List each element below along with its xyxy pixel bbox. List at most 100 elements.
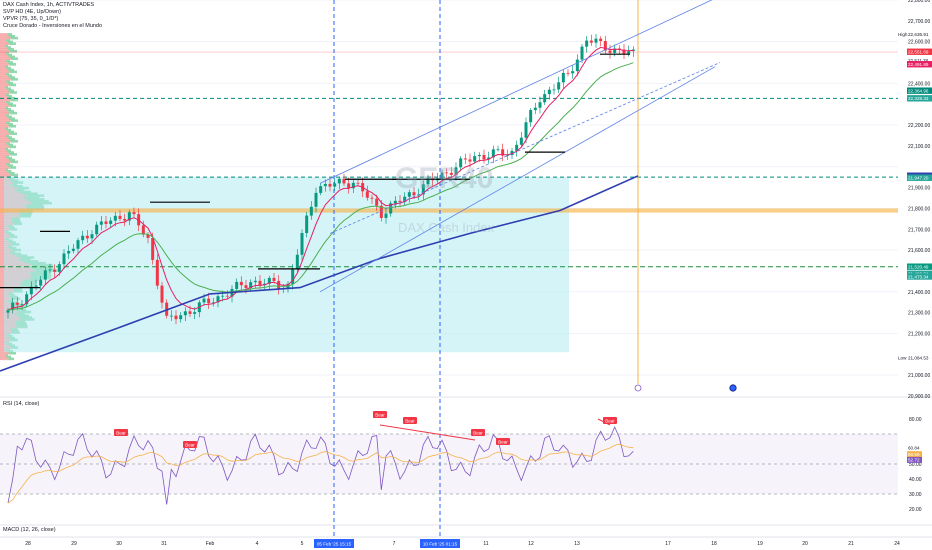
profile-bar-down [0,149,7,152]
candle-body [459,158,463,168]
candle-body [291,269,295,284]
candle-body [403,196,407,203]
legend-symbol[interactable]: DAX Cash Index, 1h, ACTIVTRADES [3,2,95,8]
profile-bar-down [0,156,8,160]
profile-bar-down [0,68,9,72]
profile-bar-down [0,350,8,353]
price-tag: 22,328.33 [907,95,932,102]
profile-bar-up [6,87,11,91]
profile-bar-up [10,111,17,115]
profile-bar-up [9,117,15,121]
profile-bar-down [0,63,10,66]
candle-body [613,48,617,53]
candle-body [375,198,379,206]
profile-bar-down [0,66,7,70]
profile-bar-down [0,335,8,338]
profile-bar-up [7,81,13,85]
candle-body [454,167,458,175]
profile-bar-down [0,53,8,57]
price-tick-label: 21,000.00 [908,373,930,379]
bear-tag: Bear [471,429,485,436]
profile-bar-up [7,136,12,139]
candle-body [393,200,397,204]
price-tag-box [907,95,932,102]
profile-bar-up [6,79,10,83]
profile-bar-up [6,141,11,145]
profile-bar-down [0,42,10,46]
candle-body [599,38,603,42]
channel-upper [319,0,713,184]
profile-bar-down [0,115,8,119]
candle-body [6,310,10,313]
profile-bar-down [0,147,5,151]
profile-bar-up [9,96,15,100]
profile-bar-down [0,40,8,44]
profile-bar-up [4,106,8,109]
profile-bar-down [0,355,7,359]
candle-body [263,283,267,286]
candle-body [67,250,71,254]
candle-body [20,304,24,306]
legend-vpvr[interactable]: VPVR (75, 35, 0_1/D*) [3,16,59,22]
profile-bar-up [6,100,10,104]
candle-body [594,38,598,43]
candle-body [15,302,19,305]
legend-indicator[interactable]: Cruce Dorado - Inversiones en el Mundo [3,23,103,29]
alert-marker [634,384,642,392]
candle-body [253,280,257,283]
price-tag: 21,473.34 [907,273,932,280]
profile-bar-down [0,224,8,227]
profile-bar-down [0,93,6,96]
profile-bar-down [0,168,5,171]
price-tick-label: 21,700.00 [908,227,930,233]
profile-bar-down [0,57,11,61]
price-tag-value: 21,084.53 [908,355,929,360]
price-tag: 22,551.69 [907,48,932,55]
profile-bar-up [10,91,17,94]
profile-bar-up [10,119,18,122]
profile-bar-down [0,164,8,167]
candle-body [62,253,66,265]
candle-body [571,71,575,74]
watermark-name: DAX Cash Index [398,220,495,235]
profile-bar-down [0,48,9,51]
profile-bar-up [10,139,18,143]
time-axis: 28 29 30 31 Feb 4 5 7 11 12 13 17 18 19 20 21 24 05 Feb '… [25,539,900,548]
profile-bar-up [9,104,16,107]
bear-tag-box [496,438,510,445]
profile-bar-down [0,340,6,344]
candle-body [169,315,173,317]
bear-tag-label: Bear [405,419,415,424]
profile-bar-up [7,156,13,160]
profile-bar-down [0,98,11,102]
candle-body [25,294,29,305]
profile-bar-down [0,299,8,302]
profile-bar-down [0,34,9,38]
price-tag-value: 21,473.34 [908,274,929,279]
profile-bar-down [0,119,11,122]
profile-bar-down [0,81,8,85]
candle-body [29,286,33,295]
candle-body [473,156,477,162]
candle-body [477,154,481,157]
profile-bar-down [0,145,10,149]
profile-bar-up [8,48,14,51]
macd-label[interactable]: MACD (12, 26, close) [3,527,56,533]
rsi-label[interactable]: RSI (14, close) [3,401,40,407]
rsi-tick-label: 30.00 [909,492,922,498]
drawings[interactable] [0,0,725,293]
price-tick-label: 22,600.00 [908,40,930,46]
candle-body [39,279,43,286]
profile-bar-up [6,162,11,166]
profile-bar-down [0,79,6,83]
profile-bar-up [6,169,12,173]
legend-svp[interactable]: SVP HD (4E, Up/Down) [3,9,61,15]
profile-bar-down [0,91,11,94]
profile-bar-down [0,153,11,156]
candle-body [179,315,183,320]
profile-bar-down [0,128,7,132]
candle-body [109,220,113,224]
profile-bar-up [6,108,11,111]
candle-body [491,149,495,158]
